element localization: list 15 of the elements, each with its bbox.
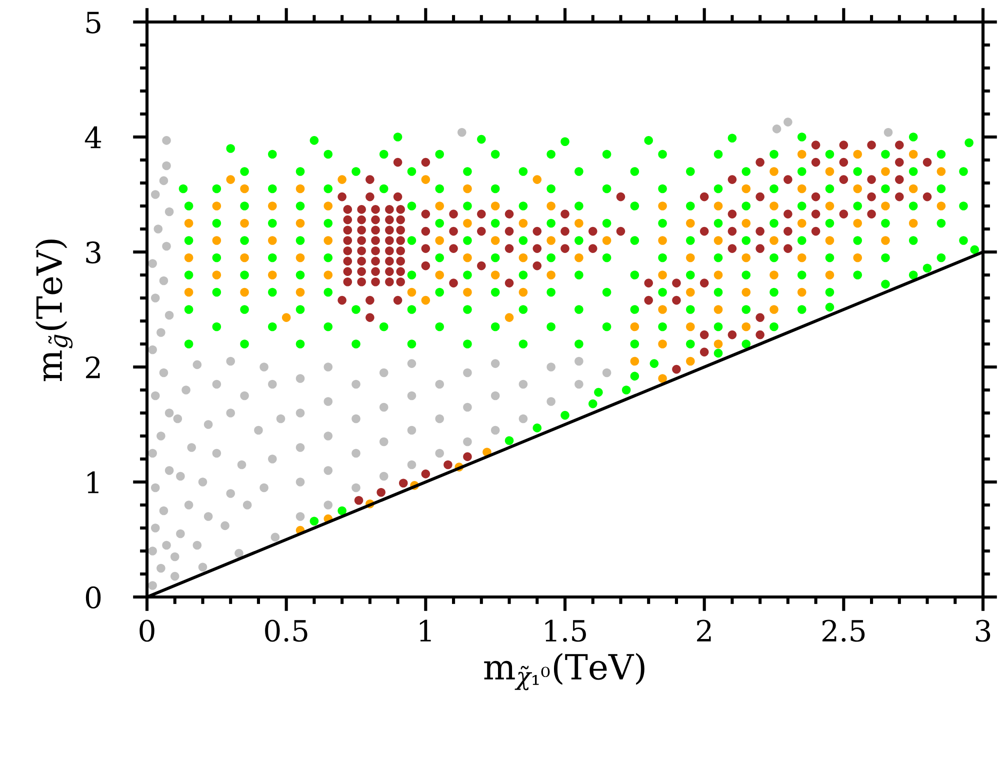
x-axis-title: m$_{χ̃₁⁰}$(TeV) bbox=[484, 653, 644, 690]
x-tick-label: 2.5 bbox=[822, 620, 865, 642]
y-tick-label: 5 bbox=[86, 12, 100, 34]
y-tick-label: 2 bbox=[86, 356, 100, 378]
x-tick-label: 1.5 bbox=[545, 620, 586, 642]
y-tick-label: 3 bbox=[86, 241, 100, 264]
y-tick-label: 4 bbox=[84, 126, 102, 148]
y-tick-label: 1 bbox=[88, 471, 98, 494]
x-tick-label: 0 bbox=[140, 620, 154, 642]
x-tick-label: 2 bbox=[697, 620, 711, 642]
x-tick-label: 0.5 bbox=[265, 620, 308, 642]
x-tick-label: 1 bbox=[420, 620, 431, 642]
y-tick-label: 0 bbox=[86, 586, 101, 608]
y-axis-title: m$_{g̃}$(TeV) bbox=[35, 240, 73, 382]
x-tick-label: 3 bbox=[976, 620, 990, 642]
